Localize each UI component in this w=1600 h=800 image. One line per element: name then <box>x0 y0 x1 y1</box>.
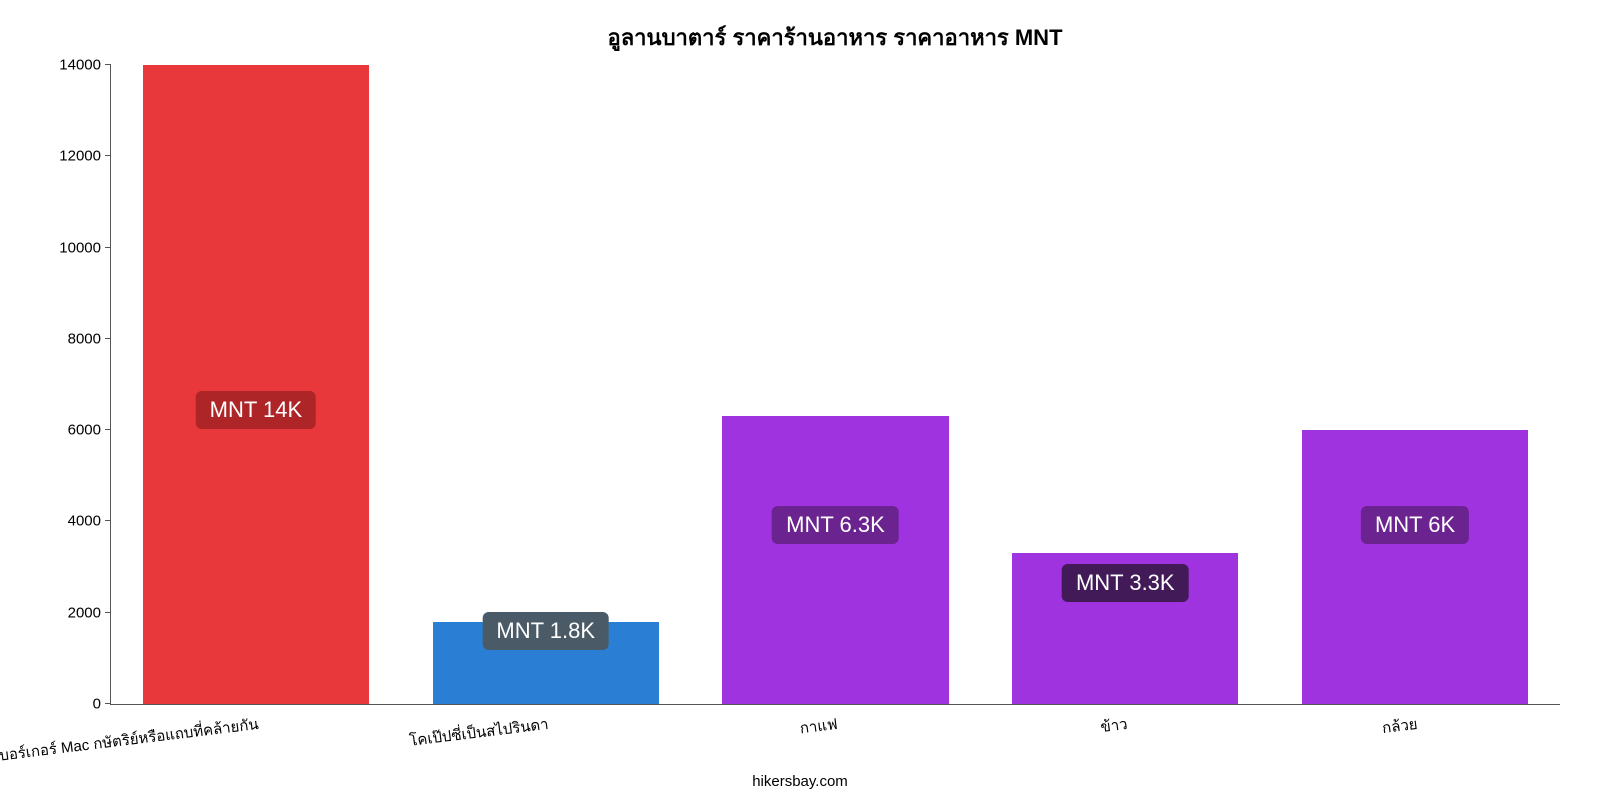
x-category-label: กาแฟ <box>798 704 839 740</box>
y-tick-label: 6000 <box>68 422 111 439</box>
bar-slot: MNT 6.3Kกาแฟ <box>691 65 981 704</box>
bar <box>1302 430 1528 704</box>
y-tick-mark <box>105 612 111 613</box>
value-badge: MNT 14K <box>196 391 317 429</box>
x-category-label: กล้วย <box>1380 704 1419 740</box>
y-tick-mark <box>105 520 111 521</box>
bar-slot: MNT 3.3Kข้าว <box>980 65 1270 704</box>
y-tick-label: 14000 <box>59 57 111 74</box>
bar-slot: MNT 6Kกล้วย <box>1270 65 1560 704</box>
y-tick-mark <box>105 64 111 65</box>
x-category-label: โคเป๊ปซี่เป็นสไปรินดา <box>407 704 550 753</box>
y-tick-mark <box>105 155 111 156</box>
plot-area: MNT 14Kเบอร์เกอร์ Mac กษัตริย์หรือแถบที่… <box>110 65 1560 705</box>
y-tick-label: 0 <box>93 696 111 713</box>
bars-group: MNT 14Kเบอร์เกอร์ Mac กษัตริย์หรือแถบที่… <box>111 65 1560 704</box>
y-tick-label: 12000 <box>59 148 111 165</box>
y-tick-label: 8000 <box>68 330 111 347</box>
bar <box>722 416 948 704</box>
chart-title: อูลานบาตาร์ ราคาร้านอาหาร ราคาอาหาร MNT <box>110 20 1560 55</box>
value-badge: MNT 1.8K <box>482 612 609 650</box>
x-category-label: เบอร์เกอร์ Mac กษัตริย์หรือแถบที่คล้ายกั… <box>0 704 260 768</box>
bar-slot: MNT 14Kเบอร์เกอร์ Mac กษัตริย์หรือแถบที่… <box>111 65 401 704</box>
y-tick-label: 10000 <box>59 239 111 256</box>
y-tick-mark <box>105 338 111 339</box>
bar-slot: MNT 1.8Kโคเป๊ปซี่เป็นสไปรินดา <box>401 65 691 704</box>
value-badge: MNT 3.3K <box>1062 564 1189 602</box>
bar <box>143 65 369 704</box>
y-tick-label: 2000 <box>68 604 111 621</box>
y-tick-label: 4000 <box>68 513 111 530</box>
value-badge: MNT 6.3K <box>772 506 899 544</box>
y-tick-mark <box>105 247 111 248</box>
attribution-text: hikersbay.com <box>752 773 848 790</box>
y-tick-mark <box>105 429 111 430</box>
x-category-label: ข้าว <box>1098 704 1129 739</box>
value-badge: MNT 6K <box>1361 506 1469 544</box>
chart-container: อูลานบาตาร์ ราคาร้านอาหาร ราคาอาหาร MNT … <box>0 0 1600 800</box>
y-tick-mark <box>105 703 111 704</box>
